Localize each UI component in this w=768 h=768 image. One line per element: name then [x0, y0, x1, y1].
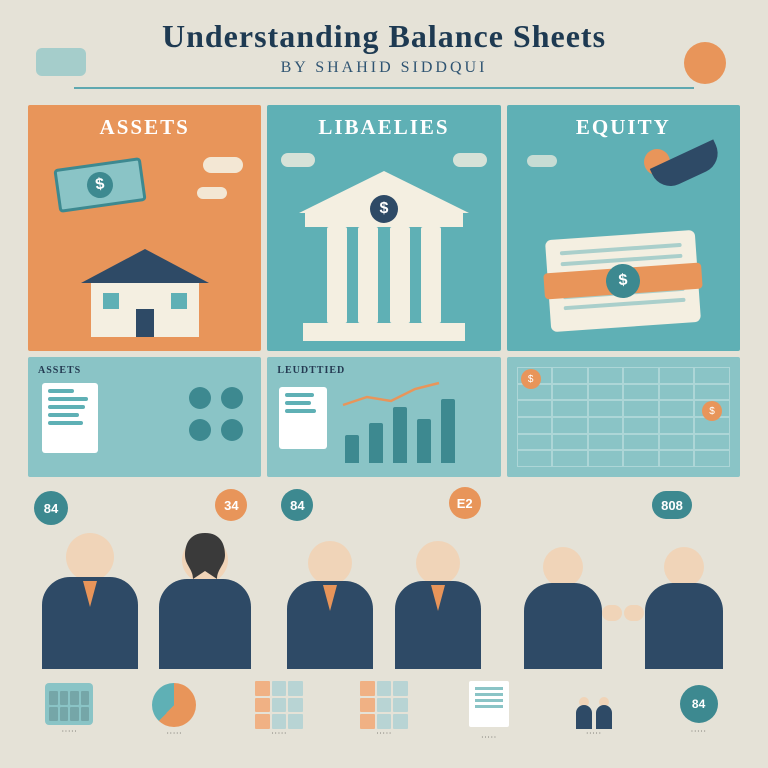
bubble-icon: E2: [449, 487, 481, 519]
strip-grid2: ·····: [343, 681, 426, 738]
grid-icon: [255, 681, 303, 729]
people-icon: [552, 681, 635, 729]
strip-label: ·····: [447, 733, 530, 742]
badge-icon: $: [702, 401, 722, 421]
strip-doc: ·····: [447, 681, 530, 742]
panel-equity-detail: $ $: [507, 357, 740, 477]
bubble-icon: 84: [281, 489, 313, 521]
person-icon: [642, 547, 726, 669]
strip-calendar: ·····: [28, 681, 111, 736]
dollar-icon: $: [85, 170, 114, 199]
infographic-canvas: Understanding Balance Sheets BY SHAHID S…: [0, 0, 768, 768]
page-subtitle: BY SHAHID SIDDQUI: [0, 59, 768, 77]
handshake-icon: [598, 603, 648, 623]
circle-badge-icon: 84: [680, 685, 718, 723]
main-columns: ASSETS $ LIBAELIES: [28, 105, 740, 351]
person-icon: [521, 547, 605, 669]
column-assets: ASSETS $: [28, 105, 261, 351]
bubble-icon: 84: [34, 491, 68, 525]
strip-label: ·····: [343, 729, 426, 738]
column-liabilities: LIBAELIES $: [267, 105, 500, 351]
header-rule: [74, 87, 694, 89]
badge-icon: $: [521, 369, 541, 389]
column-title-assets: ASSETS: [28, 105, 261, 146]
panel-label: ASSETS: [38, 365, 251, 376]
strip-grid: ·····: [238, 681, 321, 738]
people-row: 84 34 84 E2 808: [28, 483, 740, 669]
document-icon: [42, 383, 98, 453]
cash-icon: $: [53, 157, 146, 213]
person-icon: [40, 533, 140, 669]
panel-label: LEUDTTIED: [277, 365, 490, 376]
line-chart-icon: [339, 377, 459, 411]
panel-liabilities-detail: LEUDTTIED: [267, 357, 500, 477]
header: Understanding Balance Sheets BY SHAHID S…: [0, 0, 768, 99]
page-title: Understanding Balance Sheets: [0, 18, 768, 55]
detail-row: ASSETS LEUDTTIED: [28, 357, 740, 477]
document-icon: [279, 387, 327, 449]
hand-icon: [652, 153, 722, 179]
panel-assets-detail: ASSETS: [28, 357, 261, 477]
strip-label: ·····: [28, 727, 111, 736]
grid-icon: [517, 367, 730, 467]
people-panel-left: 84 34: [28, 483, 261, 669]
dot-grid-icon: [189, 387, 243, 441]
strip-people: ·····: [552, 681, 635, 738]
column-title-equity: EQUITY: [507, 105, 740, 146]
strip-end: 84 ·····: [657, 681, 740, 736]
column-equity: EQUITY $: [507, 105, 740, 351]
bank-seal-icon: $: [370, 195, 398, 223]
person-icon: [285, 541, 375, 669]
house-icon: [81, 249, 209, 337]
decor-left: [36, 48, 86, 76]
document-icon: [460, 681, 518, 729]
strip-pie: ·····: [133, 681, 216, 738]
person-icon: [155, 537, 255, 669]
strip-label: ·····: [552, 729, 635, 738]
strip-label: ·····: [133, 729, 216, 738]
document-stack-icon: $: [545, 230, 701, 332]
pie-chart-icon: [152, 683, 196, 727]
bubble-icon: 808: [652, 491, 692, 519]
sun-icon: [684, 42, 726, 84]
bank-icon: $: [299, 171, 469, 341]
strip-label: ·····: [657, 727, 740, 736]
grid-icon: [360, 681, 408, 729]
strip-label: ·····: [238, 729, 321, 738]
bubble-icon: 34: [215, 489, 247, 521]
column-title-liabilities: LIBAELIES: [267, 105, 500, 146]
people-panel-right: 808: [507, 483, 740, 669]
people-panel-center: 84 E2: [267, 483, 500, 669]
calendar-icon: [45, 683, 93, 725]
bottom-strip: ····· ····· ····· ····· ·····: [28, 681, 740, 759]
person-icon: [393, 541, 483, 669]
